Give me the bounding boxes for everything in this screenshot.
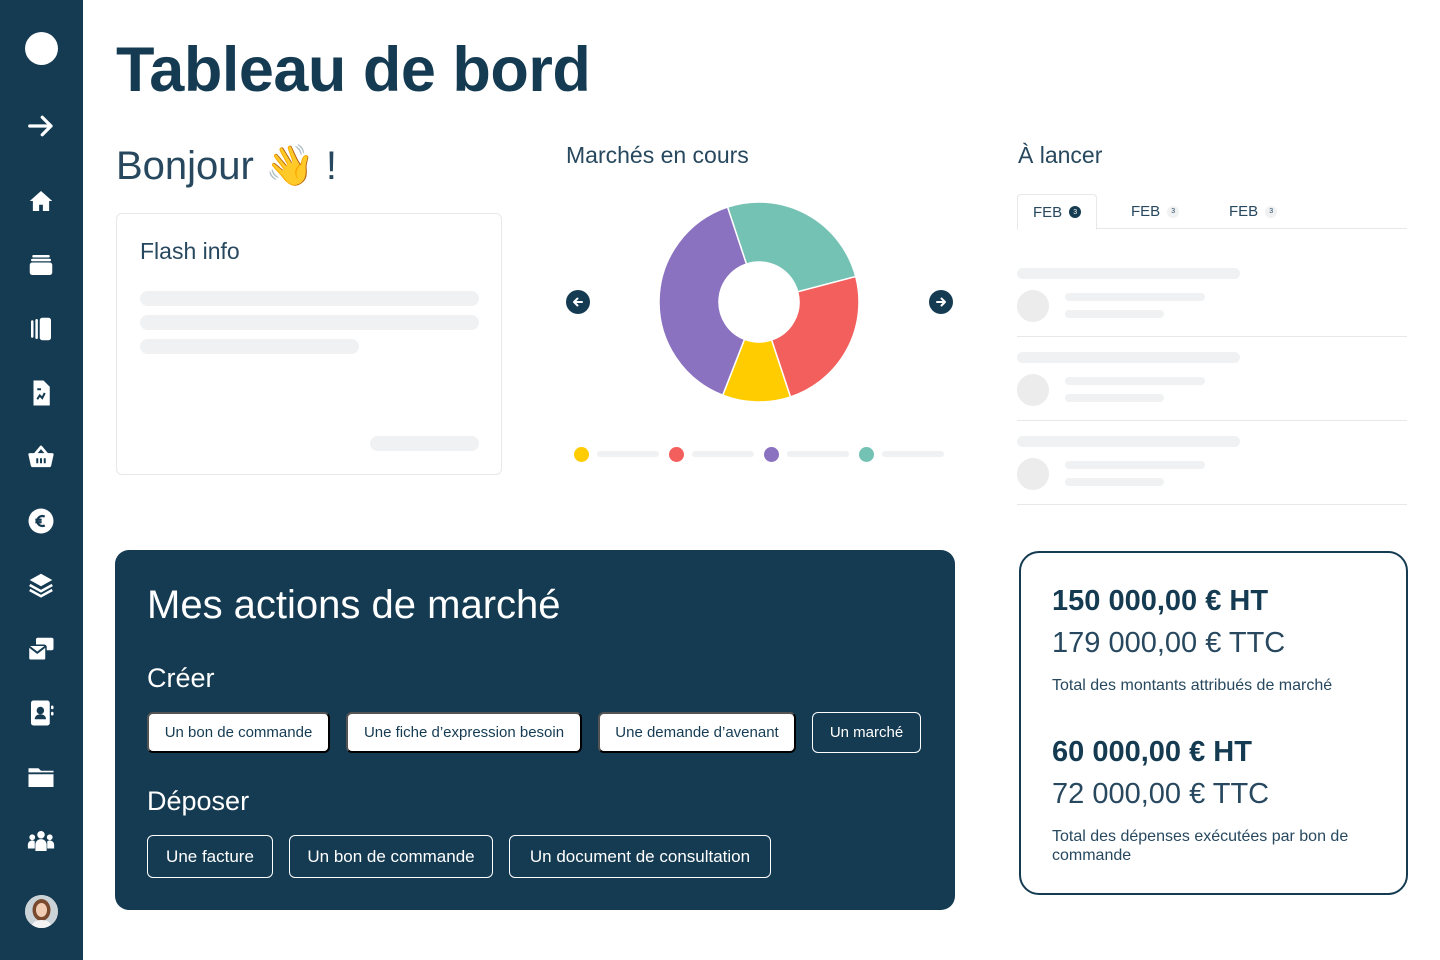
markets-donut-chart <box>659 202 859 402</box>
sidebar <box>0 0 83 960</box>
spent-amount-ht: 60 000,00 € HT <box>1052 736 1252 768</box>
flash-info-title: Flash info <box>140 238 240 264</box>
placeholder-line <box>1065 377 1205 385</box>
stack-icon[interactable] <box>21 245 61 285</box>
flash-info-card: Flash info <box>116 213 502 475</box>
placeholder-line <box>1065 478 1164 486</box>
awarded-amount-ht: 150 000,00 € HT <box>1052 585 1269 617</box>
deposit-consultation-document-button[interactable]: Un document de consultation <box>509 835 771 878</box>
basket-icon[interactable] <box>21 437 61 477</box>
folder-icon[interactable] <box>21 757 61 797</box>
tab-label: FEB <box>1033 203 1063 221</box>
legend-dot-yellow <box>574 447 589 462</box>
placeholder-line <box>1017 436 1240 447</box>
logo[interactable] <box>25 32 58 65</box>
legend-dot-red <box>669 447 684 462</box>
placeholder-avatar <box>1017 290 1049 322</box>
deposit-invoice-button[interactable]: Une facture <box>147 835 273 878</box>
create-needs-form-button[interactable]: Une fiche d’expression besoin <box>346 712 582 753</box>
markets-title: Marchés en cours <box>566 142 749 168</box>
tab-feb-3[interactable]: FEB 3 <box>1214 194 1292 229</box>
create-section-title: Créer <box>147 663 215 693</box>
actions-title: Mes actions de marché <box>147 583 561 627</box>
euro-icon[interactable] <box>21 501 61 541</box>
home-icon[interactable] <box>21 181 61 221</box>
create-market-button[interactable]: Un marché <box>812 712 921 753</box>
list-item[interactable] <box>1017 421 1407 505</box>
legend-dot-teal <box>859 447 874 462</box>
legend-dot-purple <box>764 447 779 462</box>
tab-label: FEB <box>1229 203 1259 220</box>
tab-badge: 3 <box>1069 206 1082 218</box>
market-actions-panel: Mes actions de marché Créer Un bon de co… <box>115 550 955 910</box>
arrow-right-icon[interactable] <box>21 106 61 146</box>
donut-slice <box>659 206 748 397</box>
deposit-purchase-order-button[interactable]: Un bon de commande <box>289 835 493 878</box>
tab-feb-2[interactable]: FEB 3 <box>1116 194 1194 229</box>
spent-amount-note: Total des dépenses exécutées par bon de … <box>1052 828 1349 864</box>
placeholder-line <box>140 339 359 354</box>
legend-placeholder <box>692 451 754 457</box>
page-title: Tableau de bord <box>116 35 591 105</box>
legend-placeholder <box>787 451 849 457</box>
placeholder-line <box>1017 352 1240 363</box>
team-icon[interactable] <box>21 821 61 861</box>
avatar[interactable] <box>25 895 58 928</box>
list-item[interactable] <box>1017 253 1407 337</box>
legend-placeholder <box>882 451 944 457</box>
arrow-right-icon[interactable] <box>929 290 953 314</box>
create-purchase-order-button[interactable]: Un bon de commande <box>147 712 330 753</box>
greeting: Bonjour 👋 ! <box>116 144 338 188</box>
placeholder-avatar <box>1017 374 1049 406</box>
arrow-left-icon[interactable] <box>566 290 590 314</box>
launch-title: À lancer <box>1018 142 1103 168</box>
tab-badge: 3 <box>1167 205 1180 218</box>
placeholder-line <box>1065 293 1205 301</box>
create-amendment-request-button[interactable]: Une demande d’avenant <box>598 712 796 753</box>
awarded-amount-note: Total des montants attribués de marché <box>1052 677 1333 694</box>
placeholder-avatar <box>1017 458 1049 490</box>
placeholder-line <box>1065 394 1164 402</box>
placeholder-line <box>1017 268 1240 279</box>
placeholder-line <box>1065 461 1205 469</box>
awarded-amount-ttc: 179 000,00 € TTC <box>1052 627 1286 659</box>
layers-icon[interactable] <box>21 565 61 605</box>
list-item[interactable] <box>1017 337 1407 421</box>
book-icon[interactable] <box>21 309 61 349</box>
placeholder-line <box>370 436 479 451</box>
deposit-section-title: Déposer <box>147 786 250 816</box>
launch-tabs: FEB 3 FEB 3 FEB 3 <box>1017 194 1407 230</box>
tab-label: FEB <box>1131 203 1161 220</box>
placeholder-line <box>140 315 479 330</box>
placeholder-line <box>1065 310 1164 318</box>
donut-slice <box>770 275 859 398</box>
tab-feb-1[interactable]: FEB 3 <box>1017 194 1098 230</box>
contact-icon[interactable] <box>21 693 61 733</box>
tab-badge: 3 <box>1265 205 1278 218</box>
placeholder-line <box>140 291 479 306</box>
totals-card: 150 000,00 € HT 179 000,00 € TTC Total d… <box>1019 551 1408 895</box>
spent-amount-ttc: 72 000,00 € TTC <box>1052 778 1270 810</box>
donut-slice <box>726 202 857 293</box>
document-chart-icon[interactable] <box>21 373 61 413</box>
legend-placeholder <box>597 451 659 457</box>
mail-icon[interactable] <box>21 629 61 669</box>
